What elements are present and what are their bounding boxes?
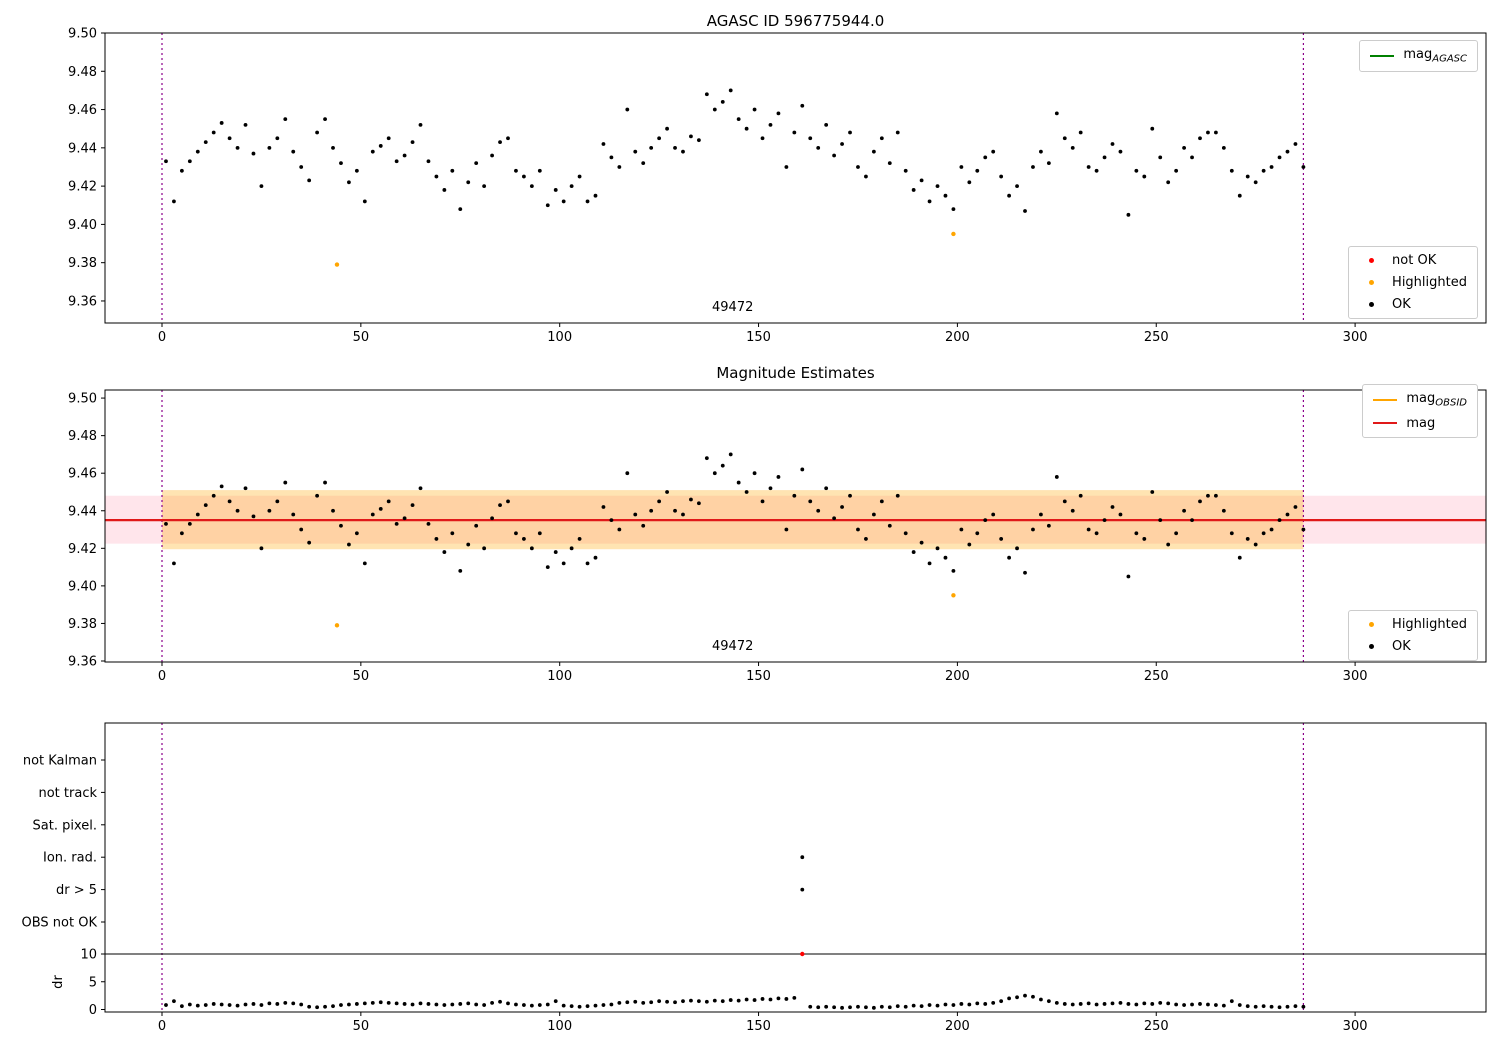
x-tick-label: 200 [945, 669, 970, 684]
legend-dot-marker [1359, 644, 1383, 649]
legend-item: magOBSID [1373, 391, 1467, 409]
legend-label: OK [1392, 297, 1411, 312]
plot3: not Kalman not track Sat. pixel. Ion. rad. d… [22, 722, 1487, 1034]
axes-box [104, 32, 1487, 324]
legend-item: not OK [1359, 253, 1467, 268]
flag-category-label: dr > 5 [56, 883, 97, 898]
legend-label: magOBSID [1406, 391, 1467, 409]
y-tick-label: 9.42 [68, 542, 97, 557]
x-tick-label: 50 [353, 669, 370, 684]
y-tick-label: 9.42 [68, 180, 97, 195]
y-tick-label: 9.36 [68, 294, 97, 309]
x-tick-label: 250 [1144, 330, 1169, 345]
flag-category-label: not track [38, 786, 97, 801]
dr-axis-label: dr [51, 975, 66, 989]
y-tick-label: 9.44 [68, 141, 97, 156]
y-tick-label: 9.50 [68, 27, 97, 42]
legend-p1-top: magAGASC [1359, 40, 1478, 72]
flag-category-label: OBS not OK [22, 916, 98, 931]
x-tick-label: 100 [547, 669, 572, 684]
y-tick-label: 9.36 [68, 654, 97, 669]
points-ok [164, 452, 1306, 579]
legend-label: OK [1392, 639, 1411, 654]
points-dr-not-ok [800, 951, 805, 957]
legend-p2-top: magOBSID mag [1362, 384, 1478, 438]
points-highlighted [334, 593, 956, 628]
legend-label: Highlighted [1392, 617, 1467, 632]
x-tick-label: 0 [158, 669, 166, 684]
y-tick-label: 9.38 [68, 617, 97, 632]
axes-box [104, 722, 1487, 1013]
plot1: 49472 0 50 100 150 200 250 300 9.36 9.38 9.40 9.42 9… [68, 27, 1487, 345]
legend-p1-bottom: not OK Highlighted OK [1348, 246, 1478, 319]
plot2-title: Magnitude Estimates [716, 364, 875, 382]
x-tick-label: 150 [746, 330, 771, 345]
x-tick-label: 0 [158, 330, 166, 345]
y-tick-label: 9.48 [68, 429, 97, 444]
x-tick-label: 300 [1343, 1019, 1368, 1034]
plot1-title: AGASC ID 596775944.0 [706, 12, 885, 30]
legend-item: OK [1359, 639, 1467, 654]
flag-category-label: Sat. pixel. [33, 818, 97, 833]
points-dr [164, 993, 1306, 1010]
x-tick-label: 150 [746, 1019, 771, 1034]
legend-line-marker [1373, 422, 1398, 425]
legend-label: magAGASC [1403, 47, 1467, 65]
legend-dot-marker [1359, 258, 1383, 263]
legend-label: Highlighted [1392, 275, 1467, 290]
legend-item: magAGASC [1370, 47, 1467, 65]
x-tick-label: 300 [1343, 669, 1368, 684]
x-tick-label: 100 [547, 1019, 572, 1034]
x-tick-label: 250 [1144, 1019, 1169, 1034]
legend-item: Highlighted [1359, 617, 1467, 632]
x-tick-label: 200 [945, 1019, 970, 1034]
y-tick-label: 9.40 [68, 218, 97, 233]
y-tick-label: 9.48 [68, 65, 97, 80]
x-tick-label: 200 [945, 330, 970, 345]
flag-points [800, 855, 805, 892]
legend-dot-marker [1359, 280, 1383, 285]
flag-category-label: Ion. rad. [43, 851, 97, 866]
y-tick-label: 9.38 [68, 256, 97, 271]
legend-item: mag [1373, 416, 1467, 431]
plot2: 49472 0 50 100 150 200 250 300 9.36 9.38 9.40 9.42 9… [68, 389, 1487, 684]
x-tick-label: 250 [1144, 669, 1169, 684]
y-tick-label: 9.40 [68, 579, 97, 594]
y-tick-label: 9.46 [68, 103, 97, 118]
legend-item: Highlighted [1359, 275, 1467, 290]
flag-category-label: not Kalman [23, 754, 97, 769]
dr-tick-label: 0 [89, 1003, 97, 1018]
points-ok [164, 88, 1306, 217]
legend-dot-marker [1359, 622, 1383, 627]
legend-item: OK [1359, 297, 1467, 312]
x-tick-label: 150 [746, 669, 771, 684]
legend-label: mag [1406, 415, 1436, 431]
x-tick-label: 0 [158, 1019, 166, 1034]
dr-tick-label: 5 [89, 975, 97, 990]
points-highlighted [334, 231, 956, 267]
legend-line-marker [1370, 54, 1395, 57]
legend-dot-marker [1359, 302, 1383, 307]
obsid-annotation: 49472 [712, 639, 753, 654]
y-tick-label: 9.46 [68, 467, 97, 482]
x-tick-label: 100 [547, 330, 572, 345]
axes-box [104, 389, 1487, 663]
dr-tick-label: 10 [80, 948, 97, 963]
legend-line-marker [1373, 398, 1398, 401]
y-tick-label: 9.50 [68, 392, 97, 407]
x-tick-label: 50 [353, 1019, 370, 1034]
legend-p2-bottom: Highlighted OK [1348, 610, 1478, 661]
x-tick-label: 300 [1343, 330, 1368, 345]
legend-label: not OK [1392, 253, 1437, 268]
y-tick-label: 9.44 [68, 504, 97, 519]
obsid-annotation: 49472 [712, 300, 753, 315]
x-tick-label: 50 [353, 330, 370, 345]
